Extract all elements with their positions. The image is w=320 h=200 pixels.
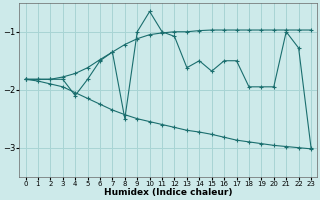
X-axis label: Humidex (Indice chaleur): Humidex (Indice chaleur) — [104, 188, 233, 197]
